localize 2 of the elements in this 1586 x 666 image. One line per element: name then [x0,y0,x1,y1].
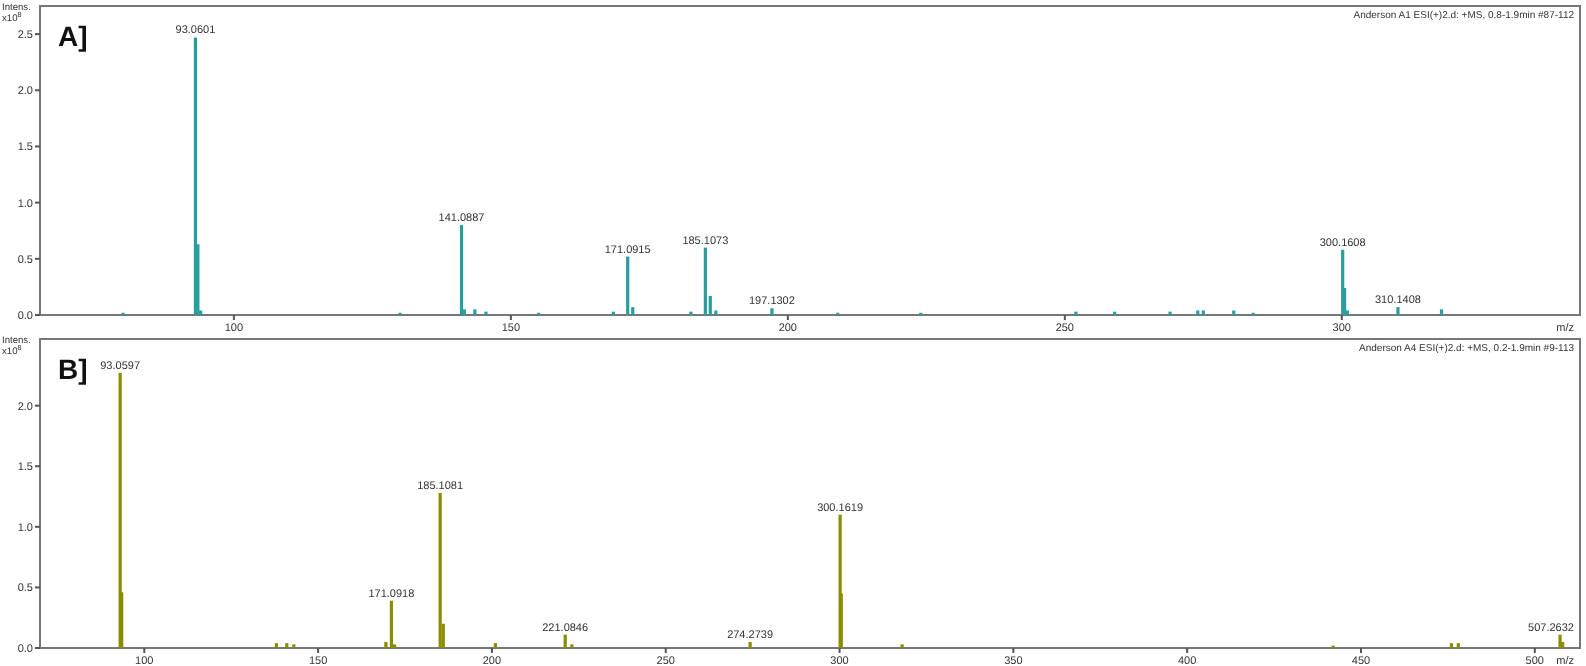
text: B] [58,353,88,385]
text: A] [58,20,88,52]
